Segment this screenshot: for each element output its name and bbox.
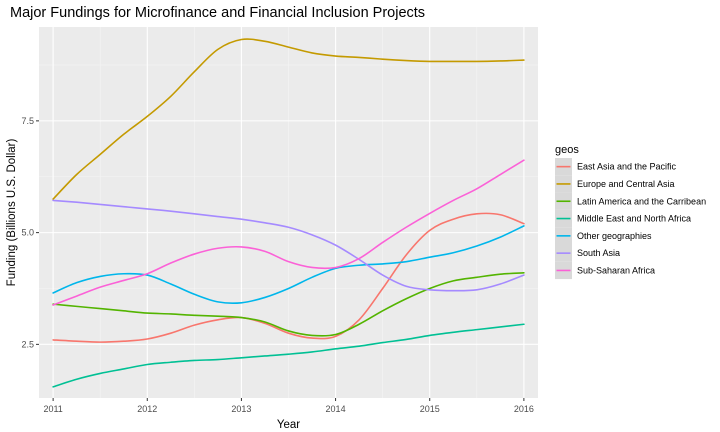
- x-axis: 2011 2012 2013 2014 2015 2016: [43, 398, 534, 414]
- series-line-4: [52, 225, 525, 305]
- x-tick-label: 2016: [514, 404, 534, 414]
- y-tick-label: 5.0: [21, 228, 34, 238]
- legend-label: Latin America and the Carribean: [577, 196, 706, 206]
- series-line-2: [52, 272, 525, 337]
- series-line-1: [52, 38, 525, 200]
- y-axis: 2.5 5.0 7.5: [21, 116, 39, 349]
- y-tick-label: 2.5: [21, 339, 34, 349]
- legend-title: geos: [555, 144, 579, 156]
- legend: geos East Asia and the Pacific Europe and…: [555, 144, 706, 280]
- legend-label: Europe and Central Asia: [577, 179, 675, 189]
- chart-title: Major Fundings for Microfinance and Fina…: [10, 5, 425, 21]
- series-line-0: [52, 212, 525, 343]
- y-axis-title: Funding (Billions U.S. Dollar): [6, 139, 18, 287]
- series-line-5: [52, 199, 525, 292]
- x-tick-label: 2013: [231, 404, 251, 414]
- legend-label: Middle East and North Africa: [577, 214, 691, 224]
- x-axis-title: Year: [277, 419, 300, 431]
- legend-label: Sub-Saharan Africa: [577, 265, 655, 275]
- legend-label: East Asia and the Pacific: [577, 162, 677, 172]
- x-tick-label: 2015: [420, 404, 440, 414]
- series-lines: [52, 38, 525, 388]
- x-tick-label: 2011: [43, 404, 62, 414]
- series-line-6: [52, 159, 525, 306]
- gridlines: [39, 27, 538, 398]
- legend-label: South Asia: [577, 248, 620, 258]
- x-tick-label: 2014: [326, 404, 346, 414]
- legend-label: Other geographies: [577, 231, 652, 241]
- x-tick-label: 2012: [137, 404, 157, 414]
- series-line-3: [52, 323, 525, 388]
- y-tick-label: 7.5: [21, 116, 34, 126]
